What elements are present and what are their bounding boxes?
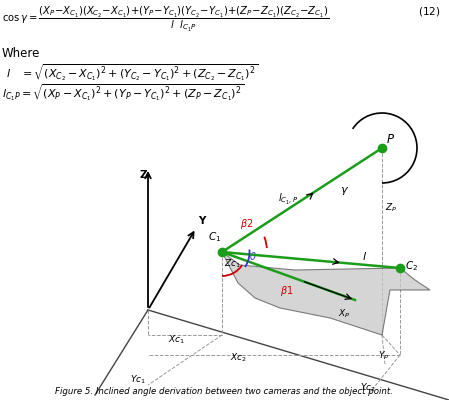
Text: $C_1$: $C_1$ [208, 230, 221, 244]
Text: $Xc_2$: $Xc_2$ [230, 351, 247, 364]
Text: $Yc_1$: $Yc_1$ [130, 373, 146, 386]
Text: $l$: $l$ [362, 250, 367, 262]
Text: $Zc_1$: $Zc_1$ [224, 257, 241, 270]
Text: $Xc_1$: $Xc_1$ [168, 334, 185, 346]
Text: Where: Where [2, 47, 40, 60]
Text: $X_P$: $X_P$ [338, 308, 350, 320]
Text: $\beta 1$: $\beta 1$ [280, 284, 294, 298]
Text: $(12)$: $(12)$ [418, 5, 440, 18]
Text: $\cos\gamma = \dfrac{(X_P\!-\!X_{C_1})(X_{C_2}\!-\!X_{C_1})\!+\!(Y_P\!-\!Y_{C_1}: $\cos\gamma = \dfrac{(X_P\!-\!X_{C_1})(X… [2, 5, 329, 34]
Text: $Y_P$: $Y_P$ [378, 349, 389, 362]
Text: $P$: $P$ [386, 133, 395, 146]
Text: $\beta 2$: $\beta 2$ [240, 217, 253, 231]
Text: Y: Y [198, 216, 205, 226]
Polygon shape [222, 252, 430, 335]
Text: $\theta$: $\theta$ [249, 250, 257, 262]
Text: Z: Z [140, 170, 148, 180]
Text: $Yc_2$: $Yc_2$ [360, 381, 376, 394]
Text: $l\quad= \sqrt{(X_{C_2} - X_{C_1})^2 + (Y_{C_2} - Y_{C_1})^2 + (Z_{C_2} - Z_{C_1: $l\quad= \sqrt{(X_{C_2} - X_{C_1})^2 + (… [6, 63, 258, 84]
Text: $l_{C_1,P}$: $l_{C_1,P}$ [278, 192, 298, 207]
Text: $l_{C_1P} = \sqrt{(X_P - X_{C_1})^2 + (Y_P - Y_{C_1})^2 + (Z_P - Z_{C_1})^2}$: $l_{C_1P} = \sqrt{(X_P - X_{C_1})^2 + (Y… [2, 82, 244, 103]
Text: $Z_P$: $Z_P$ [385, 201, 397, 214]
Text: Figure 5. Inclined angle derivation between two cameras and the object point.: Figure 5. Inclined angle derivation betw… [55, 387, 393, 396]
Text: $C_2$: $C_2$ [405, 259, 418, 273]
Text: $\gamma$: $\gamma$ [340, 185, 349, 197]
